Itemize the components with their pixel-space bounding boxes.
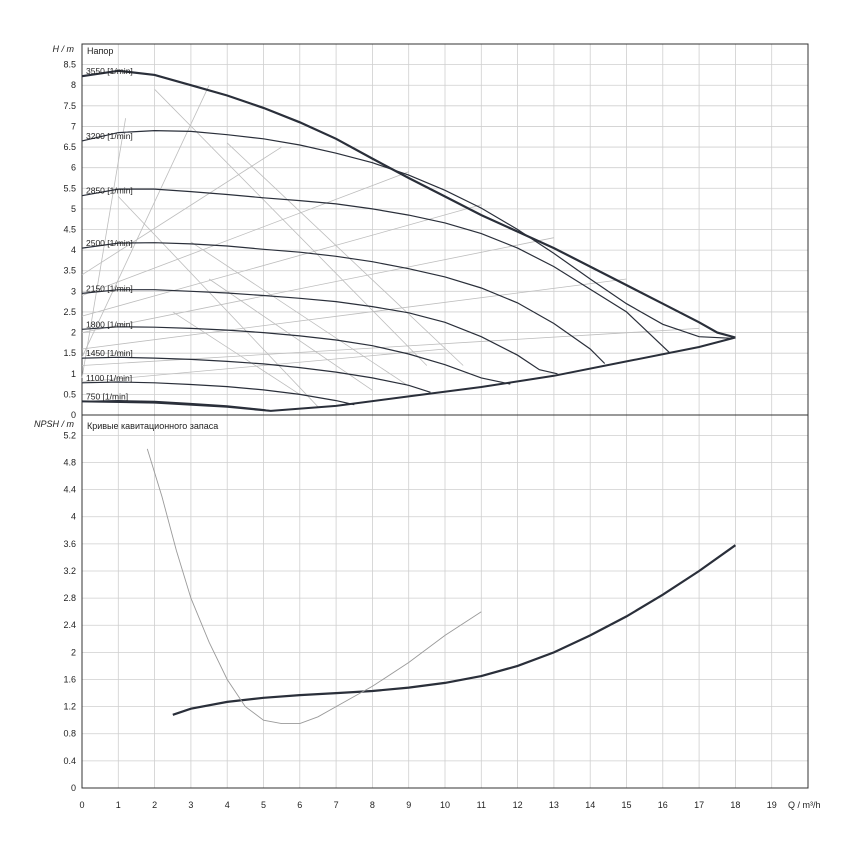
flow-tick-label: 11 <box>477 800 486 810</box>
head-aux-line <box>81 348 446 383</box>
head-aux-line <box>118 196 319 408</box>
npsh-panel-grid <box>81 414 809 789</box>
axis-ticks: 0 0.5 1 1.5 2 2.5 3 3.5 4 4.5 5 5.5 6 6.5 7 7.5 8 8.5 0 0.4… <box>63 60 776 810</box>
speed-curve-label: 3550 [1/min] <box>86 66 133 76</box>
npsh-tick-label: 3.6 <box>63 539 76 549</box>
npsh-tick-label: 1.6 <box>63 674 76 684</box>
head-tick-label: 6 <box>71 163 76 173</box>
flow-tick-label: 16 <box>658 800 668 810</box>
head-tick-label: 4 <box>71 245 76 255</box>
speed-curve <box>81 381 355 406</box>
head-panel-curves: 3550 [1/min] 3200 [1/min] 2850 [1/min] 2500… <box>81 66 736 412</box>
npsh-aux-curve <box>146 448 482 725</box>
flow-tick-label: 10 <box>440 800 450 810</box>
head-aux-line <box>81 328 700 366</box>
head-tick-label: 6.5 <box>63 142 76 152</box>
head-aux-line <box>81 146 282 276</box>
speed-curve-label: 1100 [1/min] <box>86 373 132 383</box>
npsh-tick-label: 4.4 <box>63 485 76 495</box>
flow-tick-label: 5 <box>261 800 266 810</box>
speed-curve-label: 2150 [1/min] <box>86 283 133 293</box>
flow-tick-label: 6 <box>297 800 302 810</box>
flow-tick-label: 13 <box>549 800 559 810</box>
npsh-panel-frame <box>81 414 809 789</box>
flow-tick-label: 14 <box>585 800 595 810</box>
head-tick-label: 1.5 <box>63 348 76 358</box>
flow-tick-label: 19 <box>767 800 777 810</box>
npsh-axis-label: NPSH / m <box>34 419 75 429</box>
npsh-tick-label: 2 <box>71 647 76 657</box>
flow-tick-label: 7 <box>334 800 339 810</box>
speed-curve <box>81 356 431 393</box>
npsh-tick-label: 0 <box>71 783 76 793</box>
head-tick-label: 8 <box>71 80 76 90</box>
npsh-tick-label: 2.4 <box>63 620 76 630</box>
head-tick-label: 0 <box>71 410 76 420</box>
head-tick-label: 5 <box>71 204 76 214</box>
head-aux-line <box>172 311 301 395</box>
npsh-tick-label: 0.8 <box>63 729 76 739</box>
chart-labels: Напор Кривые кавитационного запаса H / m… <box>34 44 821 810</box>
head-aux-line <box>190 241 409 387</box>
flow-tick-label: 8 <box>370 800 375 810</box>
operating-envelope <box>81 336 736 412</box>
npsh-tick-label: 2.8 <box>63 593 76 603</box>
speed-curve <box>81 326 511 385</box>
flow-tick-label: 18 <box>730 800 740 810</box>
speed-curve-label: 1800 [1/min] <box>86 319 133 329</box>
head-aux-line <box>154 89 428 366</box>
head-aux-line <box>81 237 554 333</box>
head-aux-line <box>226 142 464 366</box>
head-aux-line <box>81 85 210 358</box>
head-tick-label: 7.5 <box>63 101 76 111</box>
speed-curve-label: 2850 [1/min] <box>86 186 133 196</box>
flow-tick-label: 15 <box>621 800 631 810</box>
flow-axis-label: Q / m³/h <box>788 800 821 810</box>
npsh-tick-label: 5.2 <box>63 430 76 440</box>
flow-tick-label: 9 <box>406 800 411 810</box>
speed-curve <box>81 188 671 354</box>
npsh-tick-label: 4.8 <box>63 457 76 467</box>
head-aux-line <box>81 204 482 317</box>
head-tick-label: 0.5 <box>63 389 76 399</box>
npsh-tick-label: 4 <box>71 512 76 522</box>
head-aux-line <box>81 118 126 378</box>
head-tick-label: 7 <box>71 121 76 131</box>
flow-tick-label: 2 <box>152 800 157 810</box>
flow-tick-label: 0 <box>79 800 84 810</box>
npsh-curve <box>172 544 737 716</box>
flow-tick-label: 3 <box>188 800 193 810</box>
head-aux-line <box>81 278 627 350</box>
head-tick-label: 5.5 <box>63 183 76 193</box>
speed-curve <box>81 289 558 375</box>
head-panel-title: Напор <box>87 46 113 56</box>
head-tick-label: 2 <box>71 328 76 338</box>
head-tick-label: 4.5 <box>63 225 76 235</box>
speed-curve <box>81 69 736 339</box>
npsh-panel-curves <box>146 448 737 725</box>
npsh-panel-title: Кривые кавитационного запаса <box>87 421 218 431</box>
flow-tick-label: 17 <box>694 800 704 810</box>
speed-curve-label: 750 [1/min] <box>86 391 128 401</box>
head-tick-label: 1 <box>71 369 76 379</box>
head-tick-label: 3 <box>71 286 76 296</box>
head-aux-line <box>81 171 409 296</box>
npsh-tick-label: 3.2 <box>63 566 76 576</box>
flow-tick-label: 4 <box>225 800 230 810</box>
npsh-tick-label: 0.4 <box>63 756 76 766</box>
flow-tick-label: 1 <box>116 800 121 810</box>
flow-tick-label: 12 <box>513 800 523 810</box>
npsh-tick-label: 1.2 <box>63 702 76 712</box>
head-axis-label: H / m <box>53 44 75 54</box>
speed-curve <box>81 129 732 339</box>
head-tick-label: 3.5 <box>63 266 76 276</box>
head-tick-label: 8.5 <box>63 60 76 70</box>
speed-curve-label: 3200 [1/min] <box>86 131 133 141</box>
speed-curve <box>81 242 606 364</box>
speed-curve-label: 1450 [1/min] <box>86 348 133 358</box>
speed-curve-label: 2500 [1/min] <box>86 238 133 248</box>
head-tick-label: 2.5 <box>63 307 76 317</box>
